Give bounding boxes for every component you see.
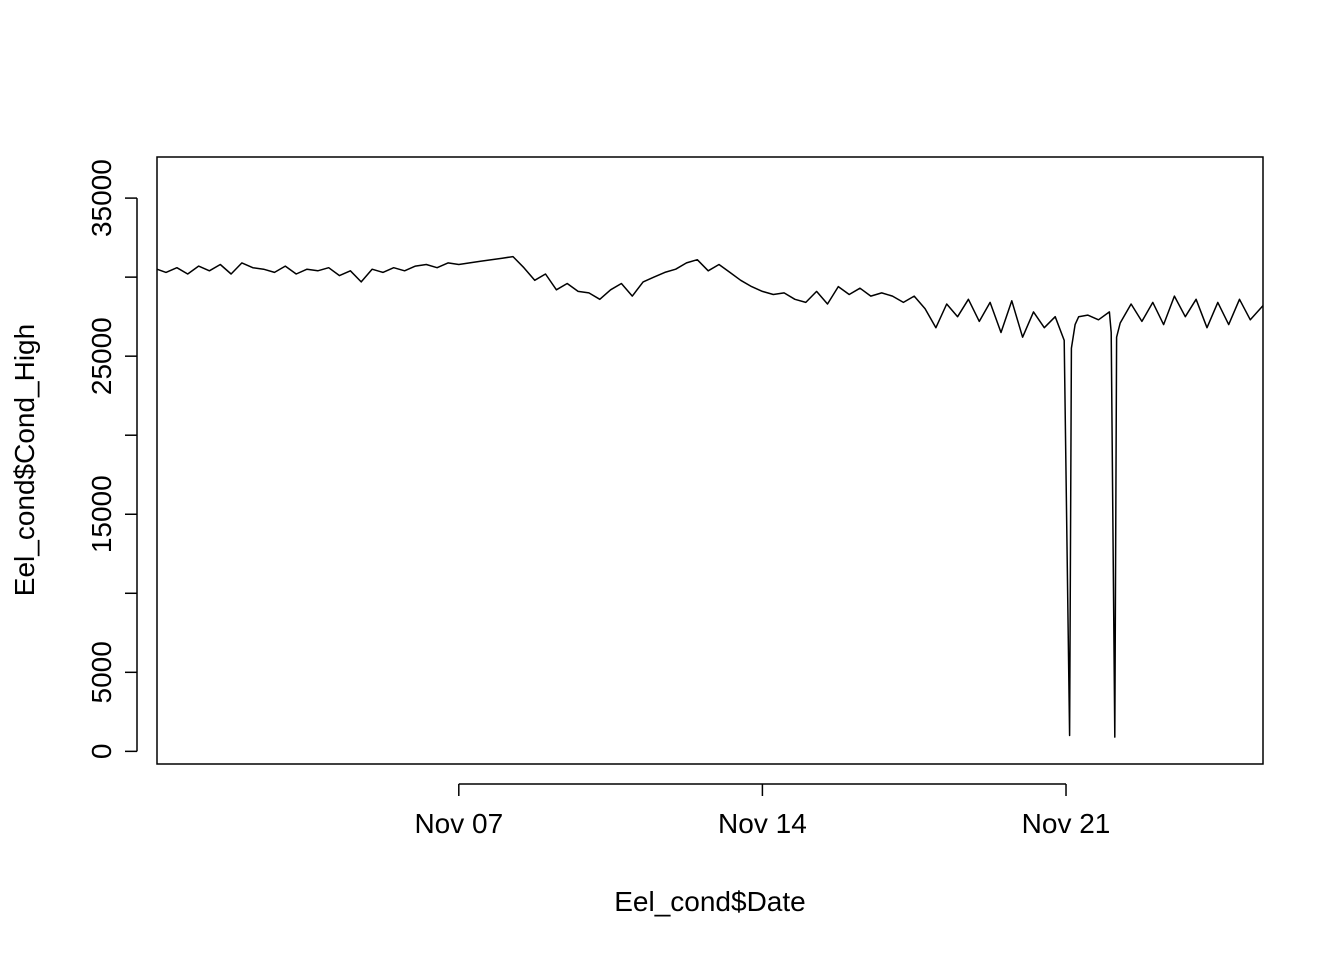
x-axis-label: Eel_cond$Date	[614, 886, 805, 917]
y-tick-label: 25000	[86, 317, 117, 395]
plot-frame	[156, 156, 1264, 765]
x-tick-label: Nov 21	[1022, 808, 1111, 839]
y-tick-label: 35000	[86, 159, 117, 237]
y-tick-label: 5000	[86, 641, 117, 703]
y-axis-label: Eel_cond$Cond_High	[9, 324, 40, 596]
y-tick-label: 0	[86, 744, 117, 760]
x-tick-label: Nov 14	[718, 808, 807, 839]
y-tick-label: 15000	[86, 475, 117, 553]
x-axis: Nov 07 Nov 14 Nov 21	[414, 783, 1111, 839]
y-axis: 0 5000 15000 25000 35000	[86, 159, 138, 760]
x-tick-label: Nov 07	[414, 808, 503, 839]
series-line	[156, 255, 1264, 738]
